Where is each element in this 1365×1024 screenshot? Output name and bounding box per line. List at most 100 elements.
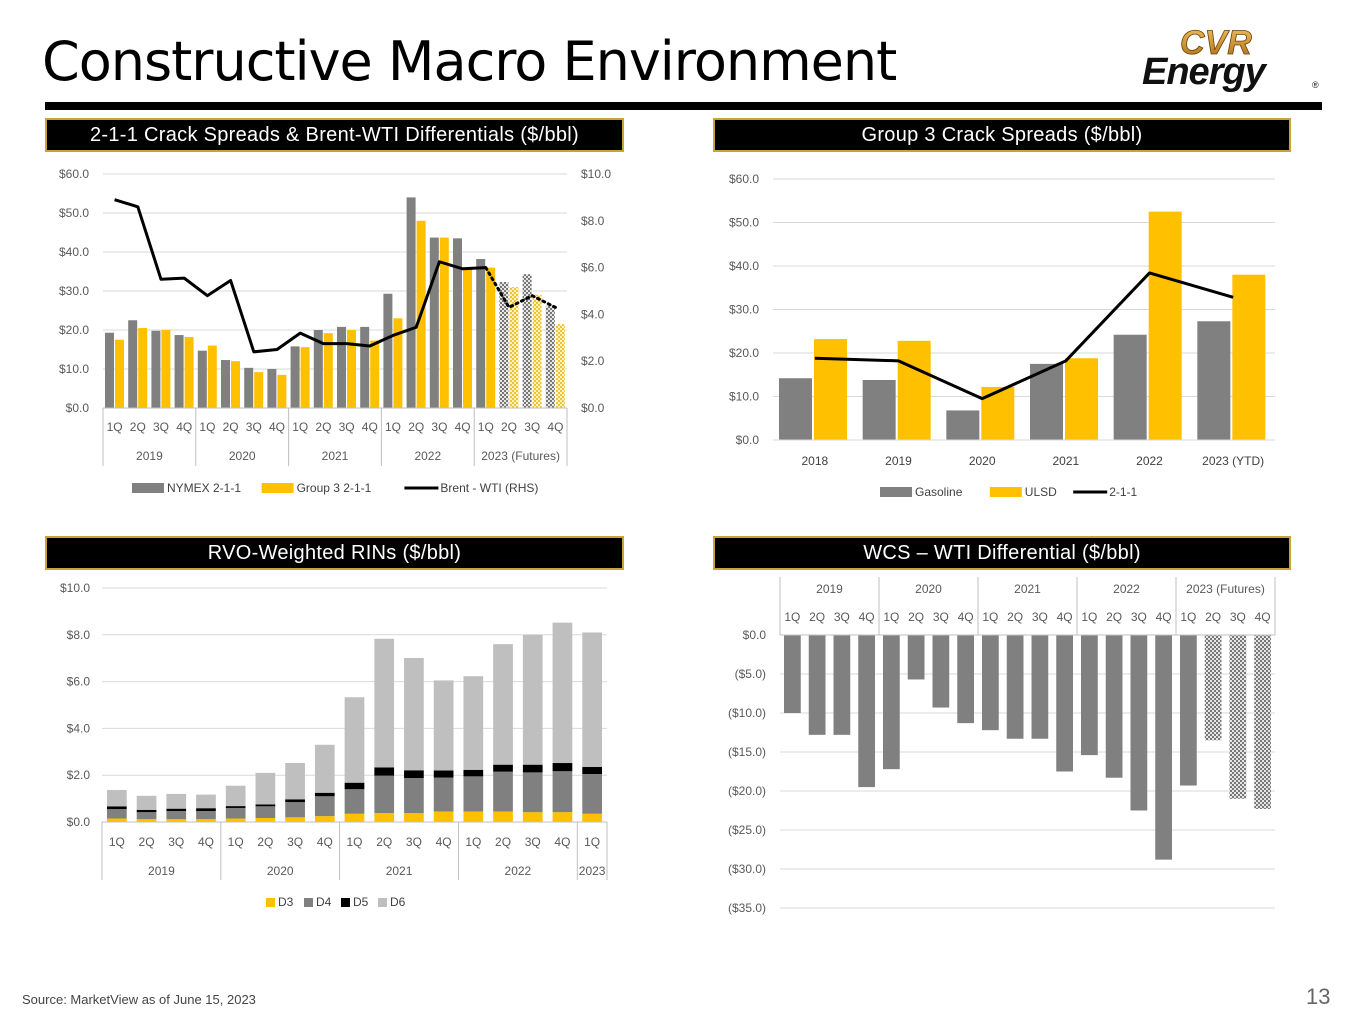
x-tick-label: 1Q bbox=[465, 835, 481, 849]
group3-bar bbox=[439, 237, 449, 408]
x-tick-label: 4Q bbox=[198, 835, 214, 849]
y-tick-label: ($10.0) bbox=[728, 706, 766, 720]
x-tick-label: 2020 bbox=[969, 454, 996, 468]
y2-tick-label: $4.0 bbox=[581, 307, 605, 321]
d4-bar-segment bbox=[314, 796, 335, 817]
d6-bar-segment bbox=[314, 744, 335, 793]
y-tick-label: $0.0 bbox=[736, 433, 760, 447]
d6-bar-segment bbox=[374, 638, 395, 768]
x-tick-label: 3Q bbox=[834, 610, 850, 624]
x-group-label: 2019 bbox=[148, 864, 175, 878]
legend-swatch bbox=[341, 898, 350, 907]
nymex-bar bbox=[197, 350, 207, 408]
legend-swatch bbox=[378, 898, 387, 907]
d4-bar-segment bbox=[107, 809, 127, 819]
y-tick-label: $50.0 bbox=[59, 206, 89, 220]
x-tick-label: 4Q bbox=[1156, 610, 1172, 624]
nymex-bar bbox=[244, 367, 254, 408]
d6-bar-segment bbox=[433, 680, 454, 771]
d3-bar-segment bbox=[255, 818, 276, 822]
wcs-wti-bar bbox=[1056, 635, 1073, 772]
d4-bar-segment bbox=[404, 778, 424, 814]
y2-tick-label: $6.0 bbox=[581, 261, 605, 275]
legend-label: Group 3 2-1-1 bbox=[297, 481, 372, 495]
wcs-wti-bar bbox=[1105, 635, 1123, 778]
d3-bar-segment bbox=[582, 813, 602, 822]
d3-bar-segment bbox=[344, 813, 365, 822]
group3-bar bbox=[300, 347, 310, 408]
x-tick-label: 2Q bbox=[139, 835, 155, 849]
legend-swatch bbox=[132, 483, 164, 493]
group3-bar bbox=[393, 318, 403, 408]
legend-label: D5 bbox=[353, 895, 369, 909]
nymex-bar bbox=[221, 360, 230, 408]
y-tick-label: $10.0 bbox=[59, 362, 89, 376]
x-tick-label: 4Q bbox=[269, 420, 285, 434]
d3-bar-segment bbox=[225, 818, 246, 822]
y-tick-label: ($20.0) bbox=[728, 784, 766, 798]
d5-bar-segment bbox=[552, 763, 573, 772]
group3-bar bbox=[231, 361, 240, 408]
d3-bar-segment bbox=[285, 817, 305, 822]
two-one-one-line bbox=[814, 271, 1234, 401]
d6-bar-segment bbox=[166, 793, 187, 809]
x-tick-label: 3Q bbox=[339, 420, 355, 434]
y-tick-label: $0.0 bbox=[743, 628, 767, 642]
d3-bar-segment bbox=[107, 818, 127, 822]
x-tick-label: 2Q bbox=[495, 835, 511, 849]
x-group-label: 2021 bbox=[1014, 582, 1041, 596]
wcs-wti-bar bbox=[1204, 635, 1222, 741]
d4-bar-segment bbox=[166, 811, 187, 820]
d5-bar-segment bbox=[582, 767, 602, 775]
x-group-label: 2023 (Futures) bbox=[1186, 582, 1265, 596]
wcs-wti-bar bbox=[1229, 635, 1247, 799]
d6-bar-segment bbox=[107, 789, 127, 807]
d4-bar-segment bbox=[374, 775, 395, 814]
group3-crack-chart: $0.0 $10.0 $20.0 $30.0 $40.0 $50.0 $60.0 2018 20… bbox=[729, 172, 1275, 499]
nymex-bar bbox=[429, 237, 439, 408]
y-tick-label: $40.0 bbox=[729, 259, 759, 273]
x-tick-label: 3Q bbox=[524, 420, 540, 434]
legend-label: ULSD bbox=[1025, 485, 1057, 499]
d4-bar-segment bbox=[344, 789, 365, 814]
x-tick-label: 4Q bbox=[362, 420, 378, 434]
group3-bar bbox=[323, 333, 333, 408]
y-tick-label: $20.0 bbox=[59, 323, 89, 337]
wcs-wti-bar bbox=[1031, 635, 1049, 739]
x-tick-label: 1Q bbox=[109, 835, 125, 849]
x-tick-label: 1Q bbox=[199, 420, 215, 434]
nymex-bar bbox=[151, 330, 161, 408]
y2-tick-label: $0.0 bbox=[581, 401, 605, 415]
legend-swatch bbox=[989, 487, 1022, 497]
x-tick-label: 3Q bbox=[1032, 610, 1048, 624]
d6-bar-segment bbox=[255, 772, 276, 805]
gasoline-bar bbox=[1197, 321, 1231, 440]
group3-bar bbox=[532, 294, 542, 408]
ulsd-bar bbox=[814, 339, 847, 440]
wcs-chart-title: WCS – WTI Differential ($/bbl) bbox=[713, 536, 1291, 570]
d5-bar-segment bbox=[493, 764, 513, 772]
d4-bar-segment bbox=[582, 774, 602, 814]
group3-chart-title: Group 3 Crack Spreads ($/bbl) bbox=[713, 118, 1291, 152]
x-tick-label: 1Q bbox=[1081, 610, 1097, 624]
nymex-bar bbox=[337, 326, 346, 408]
wcs-wti-bar bbox=[1130, 635, 1148, 811]
y2-tick-label: $2.0 bbox=[581, 354, 605, 368]
y-tick-label: $8.0 bbox=[67, 628, 91, 642]
nymex-bar bbox=[499, 282, 509, 408]
x-tick-label: 2Q bbox=[1007, 610, 1023, 624]
nymex-bar bbox=[453, 238, 462, 408]
x-tick-label: 2Q bbox=[1205, 610, 1221, 624]
d4-bar-segment bbox=[493, 771, 513, 812]
d6-bar-segment bbox=[404, 657, 424, 771]
y-tick-label: $4.0 bbox=[67, 721, 91, 735]
x-tick-label: 1Q bbox=[385, 420, 401, 434]
legend-label: Brent - WTI (RHS) bbox=[440, 481, 538, 495]
x-tick-label: 2Q bbox=[908, 610, 924, 624]
svg-text:Energy: Energy bbox=[1142, 51, 1268, 93]
legend-swatch bbox=[304, 898, 313, 907]
legend-swatch bbox=[261, 483, 294, 493]
legend-label: 2-1-1 bbox=[1109, 485, 1137, 499]
group3-bar bbox=[184, 337, 194, 408]
d5-bar-segment bbox=[344, 782, 365, 790]
